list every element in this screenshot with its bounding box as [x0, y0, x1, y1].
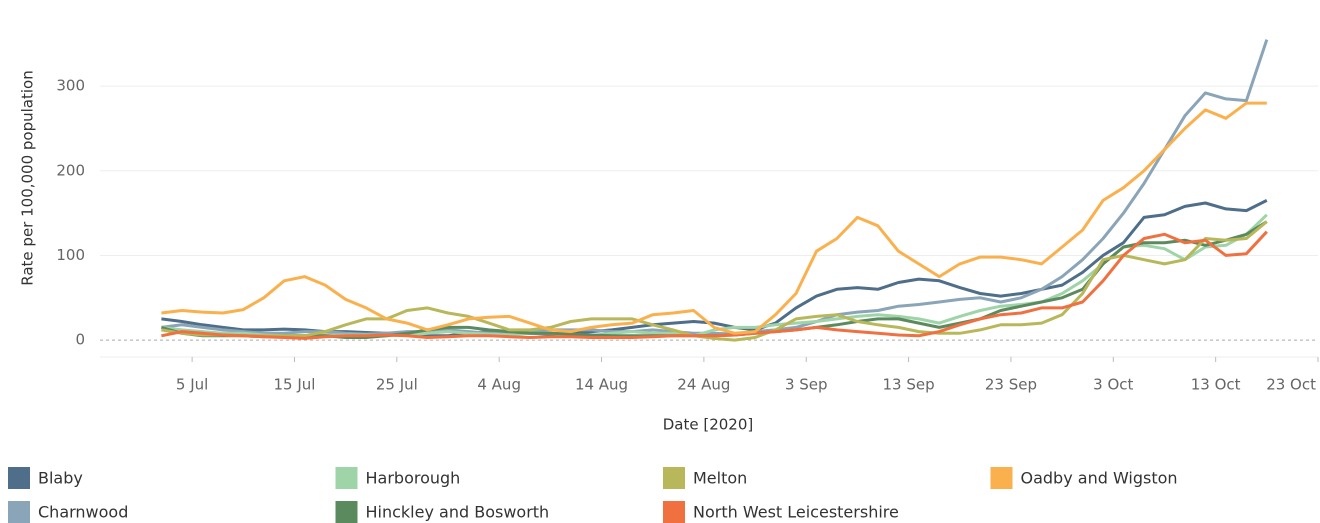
series-line [161, 39, 1269, 336]
x-tick-label: 3 Oct [1093, 376, 1133, 394]
x-tick-label: 15 Jul [273, 376, 315, 394]
legend-label: North West Leicestershire [693, 503, 899, 522]
series-line [161, 230, 1268, 340]
legend-label: Oadby and Wigston [1021, 469, 1178, 488]
x-tick-label: 4 Aug [477, 376, 521, 394]
y-tick-label: 300 [56, 77, 85, 95]
legend-swatch [8, 467, 30, 489]
x-axis-title: Date [2020] [663, 416, 754, 434]
x-tick-label: 14 Aug [575, 376, 628, 394]
y-tick-label: 0 [75, 331, 85, 349]
y-tick-label: 200 [56, 161, 85, 179]
x-tick-label: 23 Oct [1266, 376, 1316, 394]
series-line [161, 213, 1268, 338]
x-tick-label: 13 Oct [1191, 376, 1241, 394]
legend-swatch [663, 501, 685, 523]
series-line [161, 220, 1268, 342]
x-tick-label: 5 Jul [176, 376, 208, 394]
legend-swatch [990, 467, 1013, 489]
y-axis-title: Rate per 100,000 population [19, 70, 37, 285]
x-tick-label: 24 Aug [677, 376, 730, 394]
x-tick-label: 13 Sep [883, 376, 935, 394]
legend-swatch [8, 501, 30, 523]
series-line [161, 199, 1268, 338]
x-tick-label: 3 Sep [785, 376, 828, 394]
series-line [161, 101, 1267, 335]
legend-swatch [335, 467, 358, 489]
x-tick-label: 25 Jul [376, 376, 418, 394]
legend-label: Hinckley and Bosworth [366, 503, 550, 522]
legend-label: Harborough [366, 469, 461, 488]
legend-label: Charnwood [38, 503, 128, 522]
legend-swatch [663, 467, 685, 489]
legend-label: Melton [693, 469, 747, 488]
x-tick-label: 23 Sep [985, 376, 1037, 394]
legend-label: Blaby [38, 469, 83, 488]
y-tick-label: 100 [56, 246, 85, 264]
legend-swatch [335, 501, 358, 523]
